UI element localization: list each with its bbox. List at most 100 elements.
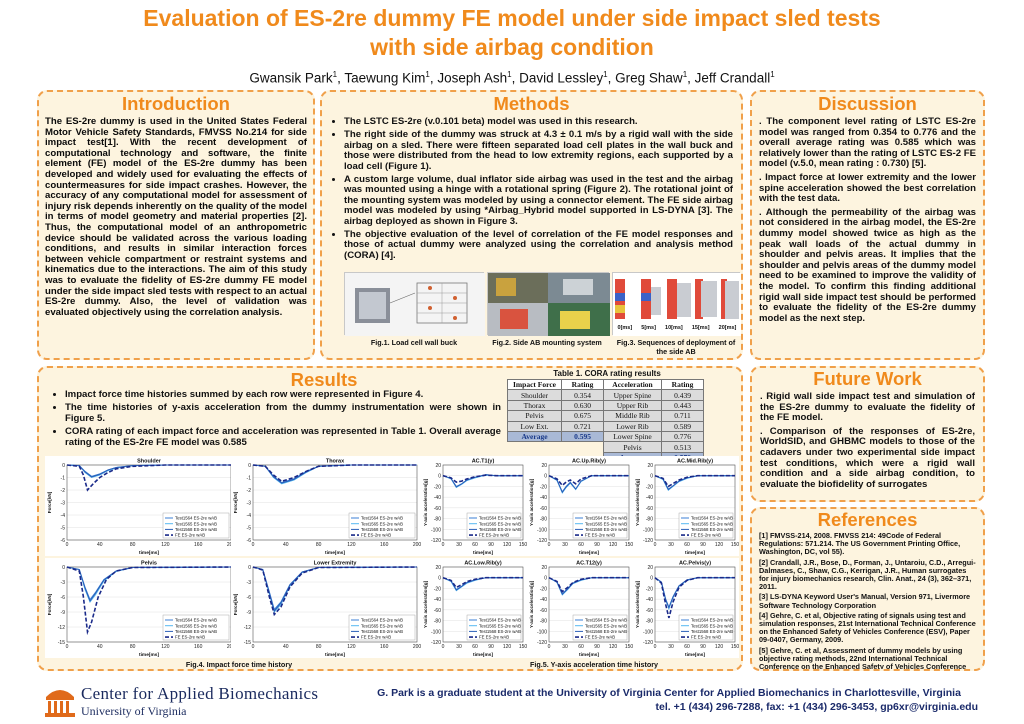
chart-thorax: 0 -1 -2 -3 -4 -5 -6 0 40 80 120 160 200 Thorax time[ms…	[231, 456, 421, 556]
legend-entry: FE ES-2re wAB	[691, 635, 721, 640]
table-cell: Upper Rib	[603, 399, 662, 412]
legend-entry: Test1568 ES-2re wAB	[479, 527, 521, 532]
x-tick-label: 40	[283, 542, 289, 548]
chart-title: Lower Extremity	[314, 561, 358, 567]
y-tick-label: -20	[646, 586, 653, 592]
chart-title: AC.T1(y)	[472, 459, 495, 465]
y-tick-label: 0	[650, 576, 653, 582]
x-tick-label: 90	[700, 542, 706, 548]
x-tick-label: 120	[161, 542, 170, 548]
plot-frame	[654, 566, 736, 643]
author-name: Joseph Ash	[437, 70, 508, 86]
introduction-panel: Introduction The ES-2re dummy is used in…	[37, 90, 315, 360]
rotunda-icon	[45, 690, 75, 717]
series-line	[66, 464, 231, 492]
legend-entry: FE ES-2re wAB	[585, 533, 615, 538]
x-tick-label: 150	[519, 644, 527, 650]
x-tick-label: 120	[715, 644, 724, 650]
future-work-para: . Rigid wall side impact test and simula…	[760, 391, 975, 424]
chart-background	[45, 456, 235, 556]
title-line-1: Evaluation of ES-2re dummy FE model unde…	[143, 5, 881, 31]
reference-item: [3] LS-DYNA Keyword User's Manual, Versi…	[759, 592, 971, 610]
x-tick-label: 120	[347, 644, 356, 650]
legend-entry: FE ES-2re wAB	[361, 533, 391, 538]
y-tick-label: 0	[62, 463, 65, 469]
x-tick-label: 80	[130, 542, 136, 548]
cora-table-title: Table 1. CORA rating results	[553, 369, 661, 378]
x-axis-label: time[ms]	[325, 652, 345, 658]
x-tick-label: 0	[442, 644, 445, 650]
x-tick-label: 60	[578, 644, 584, 650]
legend-entry: Test1565 ES-2re wAB	[175, 521, 217, 526]
author-affiliation: 1	[770, 70, 775, 79]
results-bullet: Impact force time histories summed by ea…	[65, 389, 501, 400]
legend-entry: Test1568 ES-2re wAB	[175, 629, 217, 634]
legend-box	[162, 512, 230, 539]
y-tick-label: -60	[540, 608, 547, 614]
plot-frame	[442, 464, 524, 541]
y-tick-label: -60	[646, 506, 653, 512]
table-cell: Upper Spine	[603, 389, 662, 401]
y-tick-label: -6	[247, 538, 252, 544]
fig5-caption: Fig.5. Y-axis acceleration time history	[529, 660, 659, 669]
x-axis-label: time[ms]	[473, 652, 493, 658]
legend-entry: FE ES-2re wAB	[479, 533, 509, 538]
y-tick-label: -100	[643, 527, 653, 533]
x-tick-label: 90	[700, 644, 706, 650]
y-tick-label: 0	[62, 565, 65, 571]
table-cell: 0.675	[561, 410, 604, 422]
side-ab-mounting-drawing	[488, 273, 610, 336]
x-tick-label: 30	[562, 542, 568, 548]
author-affiliation: 1	[603, 70, 608, 79]
y-tick-label: 20	[647, 565, 653, 571]
x-tick-label: 160	[194, 542, 203, 548]
table-header: Impact Force	[507, 378, 562, 391]
legend-entry: FE ES-2re wAB	[175, 635, 205, 640]
table-row: Shoulder 0.354 Upper Spine 0.439	[507, 389, 704, 401]
chart-background	[527, 558, 633, 658]
cora-table-body: Shoulder 0.354 Upper Spine 0.439 Thorax 0.630…	[507, 389, 704, 464]
deployment-time-labels: 0[ms] 5[ms] 10[ms] 15[ms] 20[ms]	[613, 325, 741, 331]
x-axis-label: time[ms]	[325, 550, 345, 556]
fig1-caption: Fig.1. Load cell wall buck	[370, 338, 458, 347]
series-line	[252, 566, 418, 613]
y-axis-label: Force[kN]	[233, 593, 238, 615]
y-tick-label: -100	[431, 527, 441, 533]
table-row: Thorax 0.630 Upper Rib 0.443	[507, 399, 704, 412]
chart-background	[633, 558, 739, 658]
x-axis-label: time[ms]	[685, 550, 705, 556]
y-tick-label: -100	[537, 629, 547, 635]
discussion-heading: Discussion	[818, 93, 917, 114]
load-cell-wall-image	[344, 272, 485, 336]
x-tick-label: 30	[668, 542, 674, 548]
chart-title: AC.Mid.Rib(y)	[677, 459, 713, 465]
series-line	[252, 566, 418, 617]
y-tick-label: 0	[544, 576, 547, 582]
table-cell: Lower Rib	[603, 420, 662, 432]
y-tick-label: -1	[247, 476, 252, 482]
x-tick-label: 160	[380, 542, 389, 548]
x-tick-label: 160	[380, 644, 389, 650]
legend-entry: Test1565 ES-2re wAB	[175, 623, 217, 628]
table-cell: Thorax	[507, 399, 562, 412]
table-row: Pelvis 0.513	[507, 441, 704, 453]
legend-entry: FE ES-2re wAB	[585, 635, 615, 640]
deployment-time-label: 20[ms]	[718, 325, 737, 331]
x-tick-label: 0	[548, 542, 551, 548]
chart-background	[421, 558, 527, 658]
x-tick-label: 160	[194, 644, 203, 650]
legend-entry: Test1568 ES-2re wAB	[175, 527, 217, 532]
series-line	[654, 475, 735, 491]
legend-entry: Test1564 ES-2re wAB	[585, 516, 627, 521]
y-tick-label: -15	[58, 640, 65, 646]
x-tick-label: 30	[456, 542, 462, 548]
author-affiliation: 1	[332, 70, 338, 79]
legend-entry: FE ES-2re wAB	[479, 635, 509, 640]
series-line	[548, 576, 629, 593]
methods-bullet: The objective evaluation of the level of…	[344, 229, 733, 261]
y-tick-label: -80	[540, 517, 547, 523]
table-header: Rating	[561, 378, 604, 391]
table-cell: Middle Rib	[603, 410, 662, 422]
